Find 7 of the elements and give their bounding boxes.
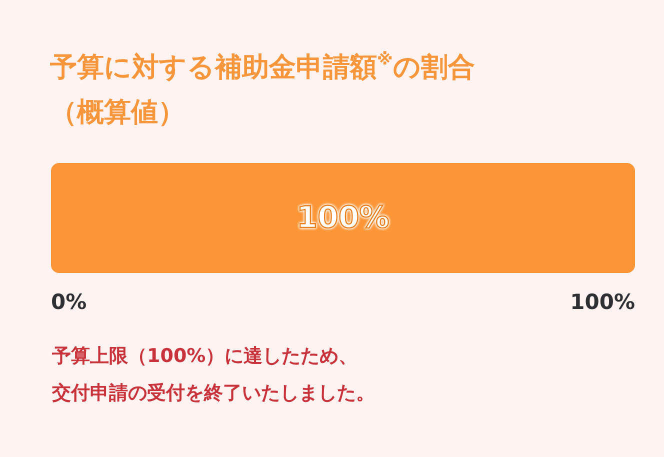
text: 予算上限（100%）に達したため、 [52,345,358,368]
chart-title: 予算に対する補助金申請額$^{※}$の割合 [50,50,475,84]
tick-label: 100% [570,290,635,314]
chart-subtitle: （概算値） [50,97,185,130]
data-label: 100% [296,200,390,236]
text: 交付申請の受付を終了いたしました。 [52,382,375,405]
tick-label: 0% [51,290,87,314]
